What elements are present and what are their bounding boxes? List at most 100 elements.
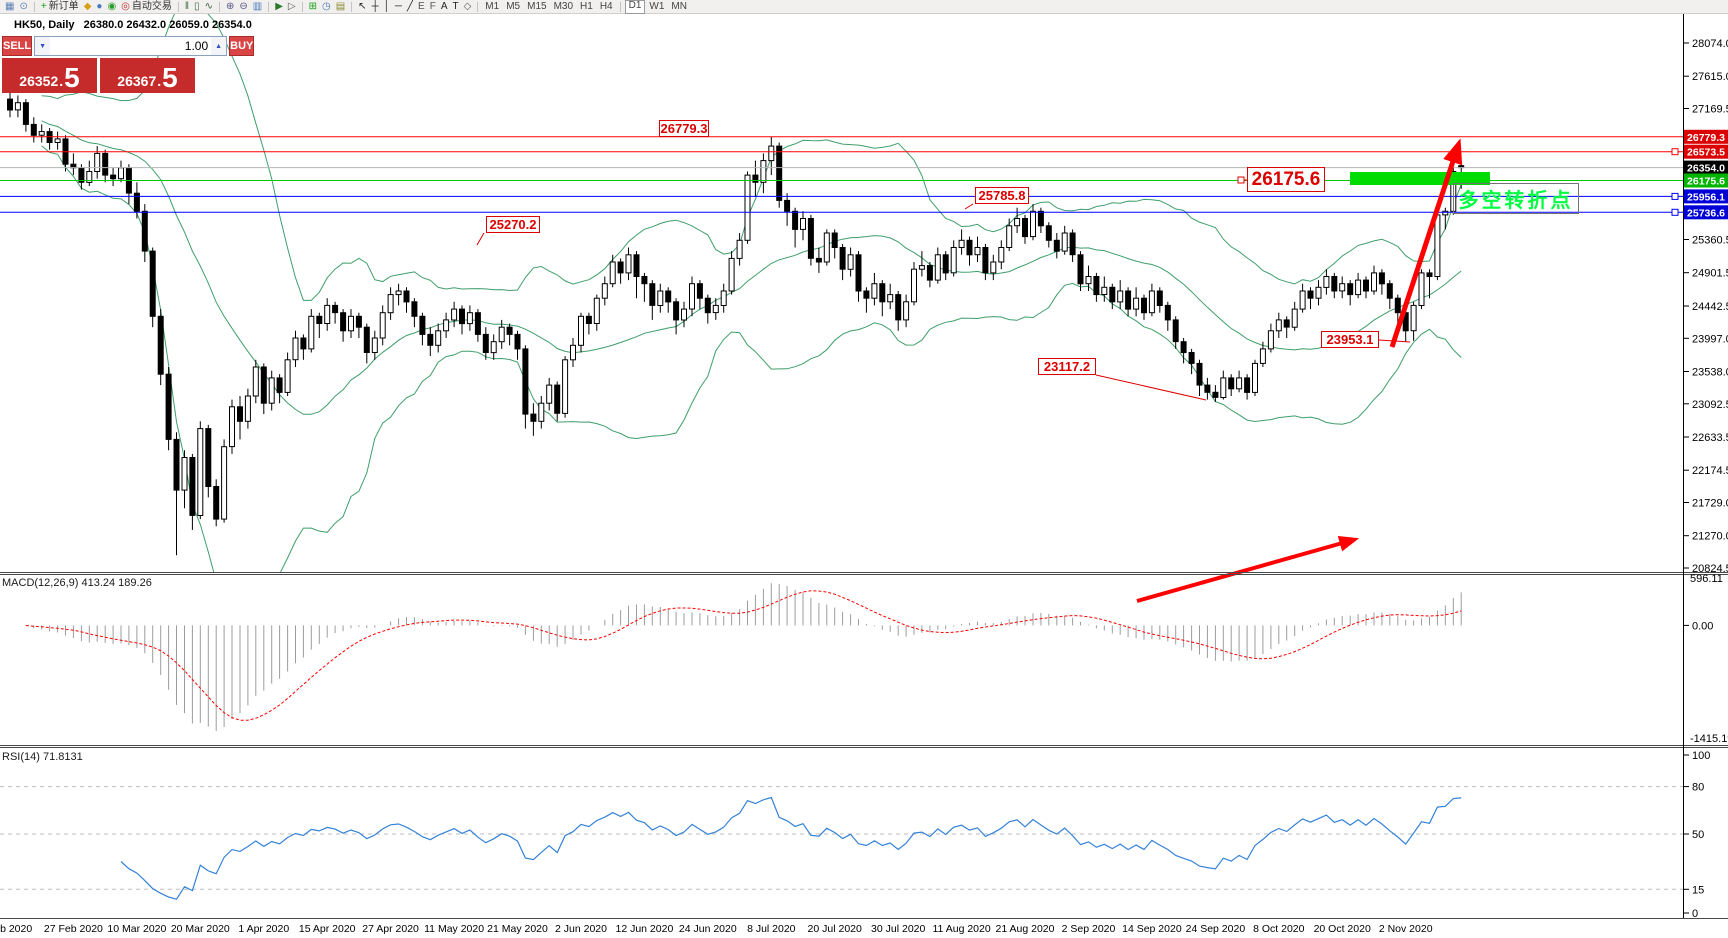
- price-annotation-23953.1[interactable]: 23953.1: [1321, 331, 1379, 348]
- indicators-icon: ⊞: [308, 1, 317, 12]
- trend-arrow[interactable]: [1136, 535, 1360, 603]
- macd-histogram: [25, 583, 1462, 731]
- auto-scroll-icon[interactable]: ▶: [273, 0, 285, 13]
- toolbar: ▦ ⊙ + 新订单 ◆ ● ◉ ◎ 自动交易 ‖ ▯ ∿ ⊕ ⊖ ▥ ▶ ▷ ⊞ ◷ ▤ ↖ ┼ │ ─ ╱ E F A T ◇ M1 M5 M…: [0, 0, 1728, 14]
- candlestick-chart-icon[interactable]: ▯: [192, 0, 202, 13]
- indicators-icon[interactable]: ⊞: [307, 0, 319, 13]
- svg-text:26573.5: 26573.5: [1687, 147, 1725, 159]
- line-handle-icon[interactable]: [1671, 148, 1679, 156]
- volume-increase-icon[interactable]: ▲: [211, 37, 227, 55]
- new-order-button[interactable]: + 新订单: [39, 0, 81, 13]
- timeframe-mn[interactable]: MN: [671, 0, 687, 12]
- svg-text:20 Mar 2020: 20 Mar 2020: [171, 923, 230, 935]
- price-annotation-25270.2[interactable]: 25270.2: [486, 216, 540, 233]
- svg-text:26779.3: 26779.3: [1687, 132, 1725, 144]
- volume-input[interactable]: [50, 37, 212, 55]
- price-annotation-26175.6[interactable]: 26175.6: [1247, 167, 1325, 192]
- sell-button[interactable]: SELL: [2, 36, 33, 56]
- svg-text:21 May 2020: 21 May 2020: [487, 923, 548, 935]
- svg-text:27615.0: 27615.0: [1692, 71, 1728, 83]
- equidistant-channel-icon: E: [418, 1, 425, 12]
- svg-text:26354.0: 26354.0: [1687, 163, 1725, 175]
- svg-text:24901.5: 24901.5: [1692, 268, 1728, 280]
- timeframe-m5[interactable]: M5: [506, 0, 521, 12]
- cursor-icon[interactable]: ↖: [356, 0, 368, 13]
- candlestick-series: [7, 88, 1465, 556]
- price-tag-25736.6: 25736.6: [1684, 205, 1728, 220]
- chart-shift-icon: ▷: [287, 1, 296, 12]
- data-window-icon[interactable]: ⊙: [17, 0, 29, 13]
- timeframe-h4[interactable]: H4: [599, 0, 613, 12]
- candlestick-chart-icon: ▯: [194, 1, 200, 12]
- timeframe-m15[interactable]: M15: [527, 0, 547, 12]
- line-handle-icon[interactable]: [1671, 208, 1679, 216]
- deposit-icon[interactable]: ◆: [82, 0, 94, 13]
- macd-signal-line: [25, 590, 1462, 721]
- svg-text:11 May 2020: 11 May 2020: [424, 923, 484, 935]
- timeframe-d1[interactable]: D1: [624, 0, 646, 14]
- shapes-icon[interactable]: ◇: [462, 0, 474, 13]
- toolbar-separator: [619, 1, 621, 12]
- bid-price[interactable]: 26352. 5: [2, 58, 97, 93]
- svg-text:10 Mar 2020: 10 Mar 2020: [107, 923, 166, 935]
- ask-price[interactable]: 26367. 5: [100, 58, 195, 93]
- trendline-icon[interactable]: ╱: [405, 0, 415, 13]
- tile-windows-icon[interactable]: ▥: [251, 0, 264, 13]
- one-click-trading-panel: SELL ▼ ▲ BUY 26352.5 26367.5: [2, 36, 255, 93]
- svg-text:23538.0: 23538.0: [1692, 367, 1728, 379]
- trend-arrow[interactable]: [1389, 138, 1463, 348]
- svg-text:21270.0: 21270.0: [1692, 531, 1728, 543]
- price-annotation-23117.2[interactable]: 23117.2: [1038, 358, 1096, 375]
- macd-indicator-label: MACD(12,26,9) 413.24 189.26: [2, 577, 152, 589]
- timeframe-m30[interactable]: M30: [553, 0, 574, 12]
- support-highlight-bar[interactable]: [1350, 172, 1490, 185]
- volume-decrease-icon[interactable]: ▼: [35, 37, 51, 55]
- periods-icon[interactable]: ◷: [320, 0, 333, 13]
- zoom-in-icon: ⊕: [225, 1, 235, 12]
- templates-icon[interactable]: ▤: [334, 0, 347, 13]
- svg-text:0.00: 0.00: [1692, 620, 1713, 632]
- bar-chart-icon[interactable]: ‖: [183, 0, 191, 13]
- crosshair-icon[interactable]: ┼: [370, 0, 381, 13]
- svg-text:25736.6: 25736.6: [1687, 207, 1725, 219]
- line-handle-icon[interactable]: [1671, 192, 1679, 200]
- timeframe-h1[interactable]: H1: [580, 0, 593, 12]
- periods-icon: ◷: [321, 1, 331, 12]
- toolbar-separator: [177, 1, 179, 12]
- new-chart-icon[interactable]: ▦: [3, 0, 16, 13]
- signal-icon[interactable]: ◉: [105, 0, 118, 13]
- horizontal-line-icon: ─: [394, 1, 402, 12]
- svg-text:11 Aug 2020: 11 Aug 2020: [932, 923, 990, 935]
- equidistant-channel-icon[interactable]: E: [416, 0, 427, 13]
- price-axis-ticks: 28074.0 27615.0 27169.5 25360.5 24901.5 24442…: [1684, 38, 1728, 575]
- buy-button[interactable]: BUY: [229, 36, 255, 56]
- chart-shift-icon[interactable]: ▷: [286, 0, 298, 13]
- vertical-line-icon: │: [383, 1, 390, 12]
- price-tag-26354.0: 26354.0: [1684, 160, 1728, 175]
- timeframe-w1[interactable]: W1: [649, 0, 665, 12]
- label-anchor-icon: [1237, 176, 1245, 184]
- horizontal-line-icon[interactable]: ─: [393, 0, 404, 13]
- zoom-out-icon[interactable]: ⊖: [237, 0, 249, 13]
- zoom-in-icon[interactable]: ⊕: [224, 0, 236, 13]
- timeframe-m1[interactable]: M1: [485, 0, 500, 12]
- autotrading-button[interactable]: ◎ 自动交易: [119, 0, 174, 13]
- vertical-line-icon[interactable]: │: [382, 0, 392, 13]
- fibonacci-icon[interactable]: F: [428, 0, 438, 13]
- svg-text:8 Jul 2020: 8 Jul 2020: [747, 923, 796, 935]
- community-icon[interactable]: ●: [94, 0, 104, 13]
- turning-point-note[interactable]: 多空转折点: [1453, 183, 1579, 214]
- bar-chart-icon: ‖: [184, 1, 190, 12]
- text-icon[interactable]: A: [439, 0, 450, 13]
- svg-text:100: 100: [1692, 750, 1710, 762]
- price-annotation-25785.8[interactable]: 25785.8: [975, 187, 1029, 204]
- text-label-icon[interactable]: T: [450, 0, 460, 13]
- line-chart-icon[interactable]: ∿: [203, 0, 215, 13]
- date-axis: Feb 2020 27 Feb 2020 10 Mar 2020 20 Mar 202…: [0, 923, 1433, 935]
- price-tag-26175.6: 26175.6: [1684, 173, 1728, 188]
- price-annotation-26779.3[interactable]: 26779.3: [659, 120, 709, 137]
- svg-text:596.11: 596.11: [1690, 573, 1723, 585]
- volume-stepper[interactable]: ▼ ▲: [34, 36, 228, 56]
- toolbar-separator: [301, 1, 303, 12]
